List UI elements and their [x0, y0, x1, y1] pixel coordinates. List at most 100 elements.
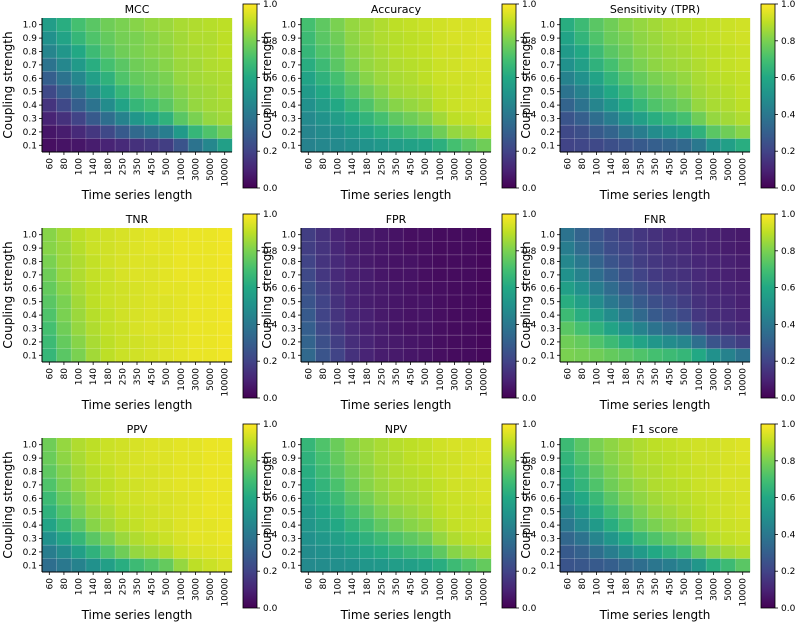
heatmap-cell [574, 531, 590, 546]
x-tick-label: 100 [593, 368, 603, 385]
x-tick-label: 3000 [709, 158, 719, 181]
panel-title: MCC [125, 3, 150, 16]
heatmap-cell [158, 531, 174, 546]
heatmap-cell [158, 478, 174, 492]
heatmap-cell [315, 138, 331, 153]
colorbar-tick-label: 0.4 [522, 110, 537, 120]
heatmap-cell [85, 348, 101, 363]
heatmap-cell [202, 321, 218, 336]
heatmap-cell [188, 451, 203, 465]
heatmap-cell [188, 125, 203, 139]
heatmap-cell [476, 281, 492, 296]
y-tick-label: 0.9 [23, 454, 38, 464]
heatmap-cell [432, 18, 448, 32]
heatmap-cell [432, 268, 448, 282]
heatmap-cell [301, 478, 316, 492]
heatmap-cell [56, 138, 72, 153]
heatmap-cell [301, 505, 316, 519]
x-tick-label: 5000 [206, 578, 216, 601]
heatmap-cell [144, 308, 160, 322]
heatmap-cell [188, 18, 203, 32]
heatmap-cell [461, 18, 477, 32]
heatmap-cell [144, 31, 160, 45]
heatmap-cell [217, 31, 233, 45]
heatmap-cell [589, 125, 604, 139]
x-tick-label: 500 [421, 368, 431, 385]
heatmap-cell [217, 241, 233, 255]
heatmap-cell [618, 348, 634, 363]
heatmap-cell [115, 228, 130, 242]
heatmap-cell [217, 348, 233, 363]
heatmap-cell [432, 44, 448, 59]
heatmap-cell [359, 478, 375, 492]
heatmap-cell [115, 308, 130, 322]
heatmap-cell [676, 44, 692, 59]
colorbar-tick-label: 0.2 [522, 567, 536, 577]
heatmap-cell [720, 228, 736, 242]
x-tick-label: 140 [607, 578, 617, 595]
heatmap-cell [158, 335, 174, 349]
y-tick-label: 0.3 [282, 115, 296, 125]
heatmap-cell [403, 478, 419, 492]
y-tick-label: 0.7 [282, 481, 296, 491]
heatmap-cell [447, 451, 462, 465]
heatmap-cell [589, 335, 604, 349]
x-tick-label: 350 [392, 368, 402, 385]
heatmap-cell [344, 85, 360, 99]
heatmap-cell [115, 281, 130, 296]
heatmap-cell [589, 478, 604, 492]
heatmap-cell [301, 348, 316, 363]
heatmap-cell [71, 451, 86, 465]
heatmap-cell [115, 295, 130, 309]
heatmap-cell [432, 518, 448, 532]
x-tick-label: 5000 [724, 578, 734, 601]
heatmap-cell [589, 518, 604, 532]
x-tick-label: 180 [622, 158, 632, 175]
heatmap-cell [706, 31, 721, 45]
heatmap-cell [735, 491, 751, 506]
heatmap-cell [301, 321, 316, 336]
heatmap-cell [691, 464, 707, 479]
heatmap-cell [432, 491, 448, 506]
heatmap-cell [173, 308, 189, 322]
heatmap-cell [676, 558, 692, 573]
heatmap-cell [618, 268, 634, 282]
heatmap-cell [618, 335, 634, 349]
heatmap-cell [100, 281, 116, 296]
heatmap-cell [202, 308, 218, 322]
y-tick-label: 0.4 [541, 521, 556, 531]
heatmap-cell [359, 228, 375, 242]
heatmap-cell [388, 321, 404, 336]
heatmap-cell [344, 478, 360, 492]
heatmap-cell [374, 451, 389, 465]
heatmap-cell [461, 111, 477, 126]
x-axis-label: Time series length [599, 398, 711, 412]
heatmap-cell [476, 451, 492, 465]
heatmap-cell [202, 18, 218, 32]
heatmap-cell [720, 281, 736, 296]
heatmap-cell [403, 505, 419, 519]
heatmap-cell [662, 545, 678, 559]
heatmap-cell [589, 111, 604, 126]
heatmap-cell [71, 18, 86, 32]
colorbar [501, 423, 517, 609]
heatmap-cell [618, 281, 634, 296]
heatmap-cell [403, 438, 419, 452]
heatmap-cell [403, 348, 419, 363]
x-tick-label: 180 [363, 158, 373, 175]
heatmap-cell [633, 308, 648, 322]
heatmap-cell [603, 491, 619, 506]
heatmap-cell [618, 254, 634, 269]
heatmap-cell [56, 531, 72, 546]
heatmap-cell [676, 308, 692, 322]
x-tick-label: 180 [104, 578, 114, 595]
heatmap-cell [374, 505, 389, 519]
y-tick-label: 0.6 [282, 74, 297, 84]
heatmap-cell [461, 464, 477, 479]
x-tick-label: 500 [421, 578, 431, 595]
heatmap-cell [447, 58, 462, 72]
heatmap-cell [144, 545, 160, 559]
heatmap-cell [301, 71, 316, 86]
heatmap-cell [85, 85, 101, 99]
heatmap-cell [735, 44, 751, 59]
